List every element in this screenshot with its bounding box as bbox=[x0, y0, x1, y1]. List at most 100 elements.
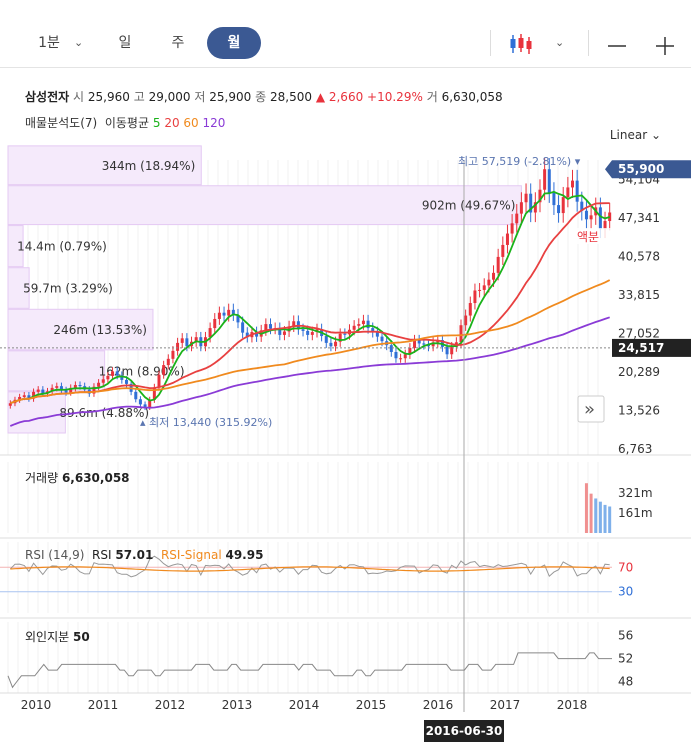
candle-body bbox=[124, 379, 128, 384]
chevron-down-icon[interactable]: ⌄ bbox=[555, 36, 565, 49]
x-tick-label: 2010 bbox=[21, 698, 52, 712]
candle-body bbox=[27, 395, 31, 399]
volume-profile-bar bbox=[7, 350, 106, 392]
indicator-legend[interactable]: 매물분석도(7) 이동평균 5 20 60 120 bbox=[25, 114, 225, 131]
timeframe-month[interactable]: 월 bbox=[207, 27, 261, 59]
candle-body bbox=[575, 180, 579, 202]
stock-name: 삼성전자 bbox=[25, 90, 70, 104]
foreign-tick-label: 56 bbox=[618, 629, 633, 643]
candle-body bbox=[492, 272, 496, 280]
candle-body bbox=[97, 382, 101, 387]
last-price-tag bbox=[605, 160, 691, 179]
volume-profile-label: 59.7m (3.29%) bbox=[23, 282, 113, 296]
chevron-down-icon[interactable]: ⌄ bbox=[74, 36, 84, 49]
candle-body bbox=[120, 375, 124, 380]
ma60-label: 60 bbox=[183, 116, 199, 130]
x-tick-label: 2012 bbox=[155, 698, 186, 712]
candle-body bbox=[320, 329, 324, 337]
volume-profile-label: 246m (13.53%) bbox=[53, 323, 147, 337]
x-tick-label: 2018 bbox=[557, 698, 588, 712]
foreign-panel-title: 외인지분 50 bbox=[25, 630, 90, 644]
candle-body bbox=[445, 346, 449, 355]
candle-body bbox=[176, 342, 180, 351]
timeframe-minute[interactable]: 1분 bbox=[38, 35, 60, 51]
x-tick-label: 2011 bbox=[88, 698, 119, 712]
candle-body bbox=[101, 379, 105, 383]
candle-body bbox=[478, 289, 482, 291]
candle-body bbox=[603, 221, 607, 230]
volume-profile-label: 89.6m (4.88%) bbox=[59, 406, 149, 420]
last-price-label: 55,900 bbox=[618, 162, 664, 176]
y-tick-label: 6,763 bbox=[618, 442, 652, 456]
candle-body bbox=[487, 279, 491, 286]
candle-body bbox=[152, 387, 156, 400]
volume-profile-label[interactable]: 매물분석도(7) bbox=[25, 116, 98, 130]
volume-profile-bar bbox=[7, 391, 66, 434]
ma5-label: 5 bbox=[152, 116, 161, 130]
candle-body bbox=[501, 244, 505, 257]
low-annotation: ▴ 최저 13,440 (315.92%) bbox=[140, 416, 272, 429]
candle-body bbox=[594, 207, 598, 216]
collapse-button bbox=[577, 395, 605, 423]
candle-body bbox=[190, 341, 194, 347]
ma5-line bbox=[9, 190, 610, 405]
ma-label[interactable]: 이동평균 bbox=[104, 116, 150, 130]
candle-body bbox=[203, 337, 207, 347]
y-tick-label: 27,052 bbox=[618, 326, 660, 340]
candle-body bbox=[287, 326, 291, 332]
high-annotation: 최고 57,519 (-2.81%) ▾ bbox=[458, 155, 581, 168]
candle-body bbox=[241, 322, 245, 333]
candle-body bbox=[250, 332, 254, 338]
ma20-line bbox=[9, 202, 610, 405]
high-value: 29,000 bbox=[148, 90, 191, 104]
crosshair-price-label: 24,517 bbox=[618, 341, 664, 355]
candlestick-icon[interactable] bbox=[509, 32, 535, 56]
candle-body bbox=[32, 391, 36, 399]
candle-body bbox=[111, 371, 115, 376]
stock-info: 삼성전자 시 25,960 고 29,000 저 25,900 종 28,500… bbox=[25, 90, 503, 104]
candle-body bbox=[115, 371, 119, 376]
tooltip-text: 액분 bbox=[577, 230, 599, 244]
candle-body bbox=[259, 330, 263, 337]
candle-body bbox=[83, 386, 87, 390]
candle-body bbox=[282, 331, 286, 335]
volume-profile-label: 162m (8.90%) bbox=[99, 364, 185, 378]
candle-body bbox=[366, 320, 370, 329]
candle-body bbox=[92, 386, 96, 394]
candle-body bbox=[389, 345, 393, 352]
minus-icon[interactable] bbox=[607, 36, 627, 56]
candle-body bbox=[380, 336, 384, 342]
candle-body bbox=[273, 328, 277, 330]
volume-profile-bar bbox=[7, 185, 522, 226]
candle-body bbox=[208, 328, 212, 338]
open-value: 25,960 bbox=[87, 90, 130, 104]
candle-body bbox=[580, 201, 584, 211]
candle-body bbox=[78, 385, 82, 387]
candle-body bbox=[55, 386, 59, 388]
timeframe-week[interactable]: 주 bbox=[171, 35, 185, 51]
candle-body bbox=[334, 341, 338, 347]
candle-body bbox=[399, 358, 403, 360]
candle-body bbox=[519, 202, 523, 214]
candle-body bbox=[50, 387, 54, 392]
plus-icon[interactable] bbox=[655, 36, 675, 56]
ma120-label: 120 bbox=[202, 116, 226, 130]
candle-body bbox=[180, 338, 184, 343]
low-value: 25,900 bbox=[209, 90, 252, 104]
scale-mode-dropdown[interactable]: Linear ⌄ bbox=[609, 128, 661, 142]
candle-body bbox=[543, 169, 547, 190]
volume-profile-bar bbox=[7, 145, 202, 186]
candle-body bbox=[269, 324, 273, 329]
candle-body bbox=[426, 344, 430, 347]
candle-body bbox=[552, 192, 556, 206]
candle-body bbox=[361, 320, 365, 325]
candle-body bbox=[278, 328, 282, 335]
timeframe-day[interactable]: 일 bbox=[118, 35, 132, 51]
candle-body bbox=[450, 346, 454, 355]
candle-body bbox=[227, 309, 231, 316]
rsi-upper-label: 70 bbox=[618, 560, 633, 574]
x-tick-label: 2015 bbox=[356, 698, 387, 712]
crosshair-price-tag bbox=[612, 338, 691, 357]
candle-body bbox=[222, 312, 226, 316]
